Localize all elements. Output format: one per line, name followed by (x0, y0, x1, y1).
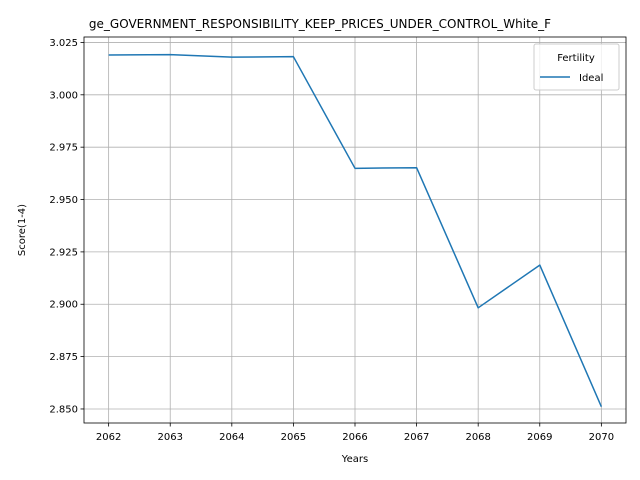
y-tick-label: 2.925 (49, 247, 78, 258)
x-axis-ticks: 2062 2063 2064 2065 2066 2067 2068 2069 2070 (96, 423, 614, 443)
y-tick-label: 2.900 (49, 300, 78, 311)
y-tick-label: 3.025 (49, 38, 78, 49)
legend-box (533, 43, 620, 91)
y-tick-label: 2.975 (49, 143, 78, 154)
legend-label-ideal: Ideal (579, 73, 603, 84)
chart-title: ge_GOVERNMENT_RESPONSIBILITY_KEEP_PRICES… (89, 17, 551, 31)
y-axis-ticks: 2.850 2.875 2.900 2.925 2.950 2.975 3.000 3.025 (49, 38, 84, 415)
x-tick-label: 2068 (465, 432, 490, 443)
x-tick-label: 2067 (404, 432, 429, 443)
x-tick-label: 2063 (158, 432, 183, 443)
x-tick-label: 2069 (527, 432, 552, 443)
x-tick-label: 2066 (342, 432, 367, 443)
y-axis-label: Score(1-4) (17, 204, 28, 256)
series-line-ideal (108, 53, 603, 407)
x-tick-label: 2065 (281, 432, 306, 443)
y-tick-label: 2.875 (49, 352, 78, 363)
y-tick-label: 2.950 (49, 195, 78, 206)
legend: Fertility Ideal (533, 43, 620, 91)
series-layer (108, 53, 603, 407)
y-tick-label: 3.000 (49, 90, 78, 101)
x-tick-label: 2070 (589, 432, 614, 443)
grid-lines (84, 37, 626, 423)
x-tick-label: 2064 (219, 432, 244, 443)
x-axis-label: Years (341, 454, 368, 465)
x-tick-label: 2062 (96, 432, 121, 443)
legend-title: Fertility (557, 53, 595, 64)
y-tick-label: 2.850 (49, 404, 78, 415)
